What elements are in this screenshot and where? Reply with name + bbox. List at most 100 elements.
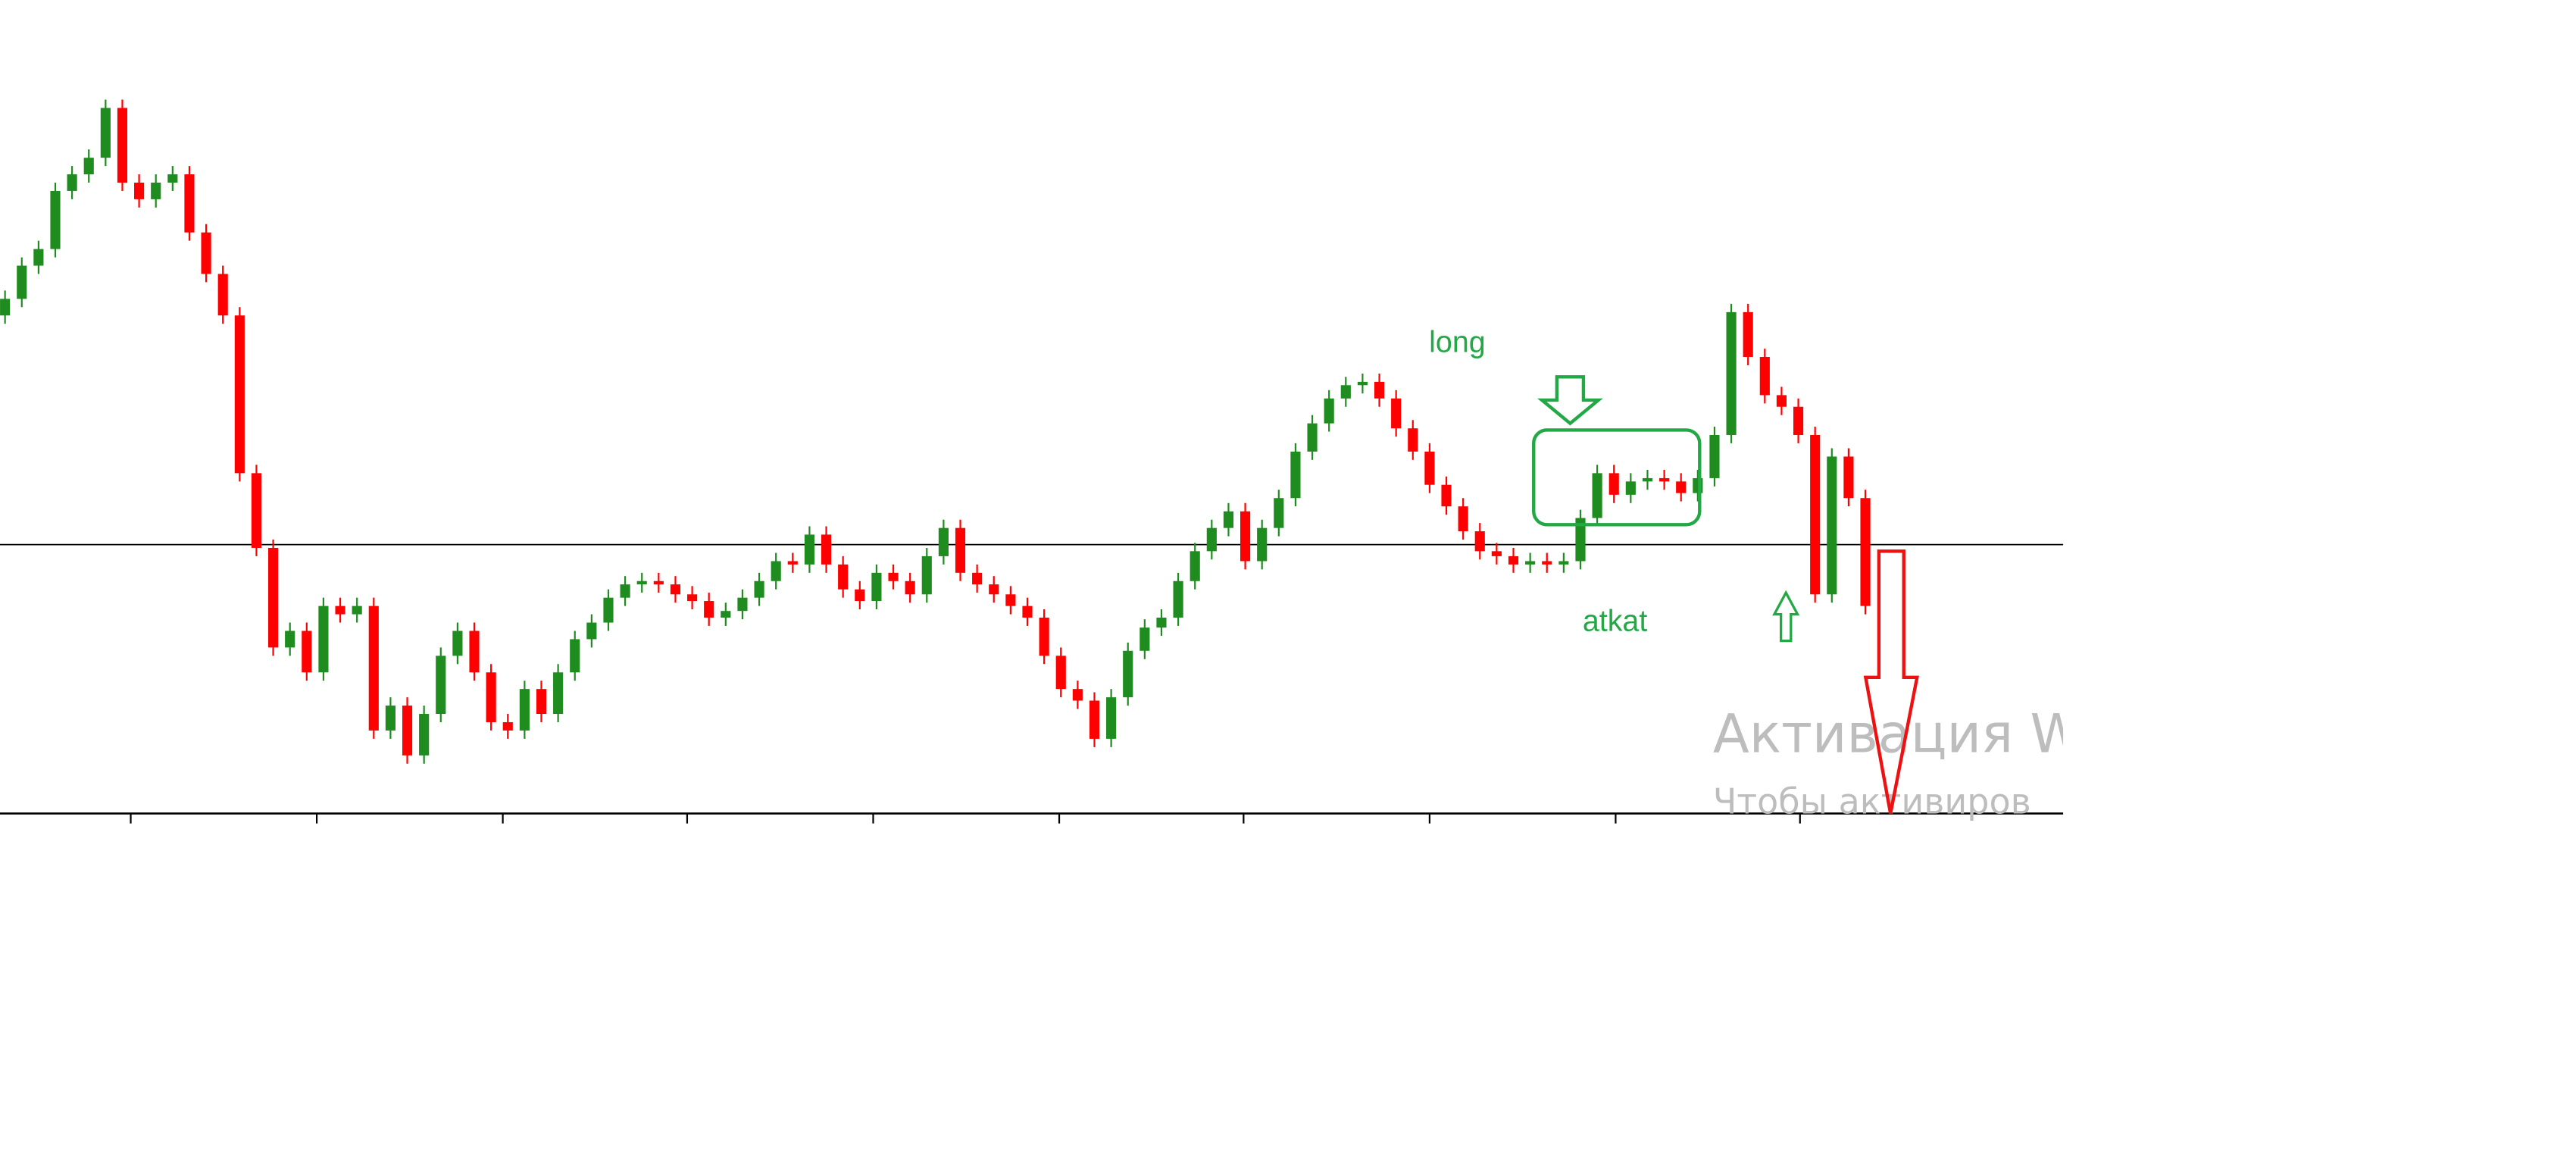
candle-body — [636, 580, 647, 585]
candle-body — [1357, 381, 1368, 386]
candle-body — [502, 721, 513, 731]
candle-body — [1659, 477, 1670, 482]
candle-body — [117, 108, 128, 183]
candle-body — [1274, 498, 1284, 528]
annotation: atkat — [1583, 604, 1648, 637]
candle-body — [1827, 456, 1837, 595]
candle-body — [670, 584, 681, 595]
candle-body — [1592, 473, 1602, 518]
candle-body — [167, 174, 178, 183]
candle-body — [50, 190, 61, 249]
candle-body — [1039, 617, 1049, 656]
candle-body — [821, 534, 832, 565]
candle-body — [352, 606, 362, 615]
candle-body — [302, 631, 312, 673]
candle-body — [787, 561, 798, 565]
candle-body — [267, 547, 279, 648]
candle-body — [838, 564, 849, 590]
candle-body — [1190, 551, 1200, 581]
candle-body — [855, 589, 865, 602]
candle-body — [318, 606, 329, 673]
candle-body — [151, 182, 161, 199]
candle-body — [989, 584, 999, 595]
candle-body — [1542, 561, 1552, 565]
candle-body — [1474, 531, 1485, 552]
candle-body — [402, 706, 413, 756]
candle-body — [385, 706, 395, 731]
candle-body — [486, 672, 496, 722]
candle-body — [1307, 423, 1318, 452]
candle-body — [1575, 518, 1586, 562]
candle-body — [871, 572, 882, 602]
candle-body — [1676, 481, 1687, 493]
watermark-subtitle: Чтобы активиров — [1713, 781, 2031, 821]
candle-body — [184, 174, 195, 233]
candle-body — [721, 611, 731, 618]
candle-body — [804, 534, 815, 565]
candle-body — [972, 572, 983, 585]
candle-body — [955, 527, 966, 573]
candle-body — [1860, 498, 1871, 606]
up-arrow-green — [1772, 590, 1800, 643]
candle-body — [921, 555, 932, 595]
candle-body — [1223, 511, 1234, 528]
candle-body — [1726, 311, 1737, 435]
candle-body — [33, 249, 44, 266]
candle-body — [67, 174, 77, 191]
annotation: long — [1429, 325, 1486, 358]
candle-body — [1810, 434, 1821, 595]
candle-body — [285, 631, 295, 648]
candle-body — [536, 689, 547, 715]
candle-body — [1072, 689, 1083, 701]
candle-body — [687, 594, 698, 602]
candle-body — [1491, 551, 1502, 556]
down-arrow-red — [1863, 549, 1919, 814]
candle-body — [1508, 555, 1519, 565]
candle-body — [1424, 451, 1435, 485]
candle-body — [570, 639, 580, 673]
candle-body — [586, 622, 597, 640]
range-box — [1532, 428, 1702, 527]
candle-body — [754, 580, 764, 598]
candle-body — [938, 527, 949, 556]
candle-body — [0, 299, 11, 316]
candle-body — [1625, 481, 1636, 495]
candle-body — [419, 714, 430, 756]
candle-body — [603, 597, 614, 623]
candle-body — [1408, 428, 1418, 452]
candle-body — [201, 232, 211, 274]
candle-body — [1173, 580, 1183, 618]
candle-body — [737, 597, 748, 612]
candle-body — [1759, 357, 1770, 396]
candle-body — [1441, 484, 1452, 507]
candle-body — [1608, 473, 1619, 495]
candle-body — [1558, 561, 1569, 565]
candle-body — [234, 315, 245, 474]
candle-body — [452, 631, 463, 656]
candle-body — [1005, 594, 1016, 606]
down-arrow-green — [1537, 375, 1603, 426]
candle-body — [1525, 561, 1536, 565]
candle-body — [1123, 650, 1133, 698]
candle-body — [1340, 385, 1351, 399]
candle-body — [1793, 406, 1804, 435]
candle-body — [1206, 527, 1217, 552]
candle-body — [1022, 606, 1033, 618]
candle-body — [1709, 434, 1720, 478]
candle-body — [888, 572, 899, 581]
candle-body — [1257, 527, 1268, 562]
candle-body — [905, 580, 915, 595]
candle-body — [17, 265, 27, 299]
candle-body — [217, 274, 228, 316]
candle-body — [1290, 451, 1301, 499]
candle-body — [1776, 395, 1787, 407]
candles — [0, 99, 1871, 764]
candle-body — [1374, 381, 1385, 399]
candle-body — [100, 108, 111, 158]
watermark: Активация W Чтобы активиров — [1713, 703, 2063, 821]
candle-body — [251, 473, 262, 548]
candle-body — [83, 158, 94, 175]
candle-body — [1391, 398, 1402, 429]
candle-body — [771, 561, 781, 581]
